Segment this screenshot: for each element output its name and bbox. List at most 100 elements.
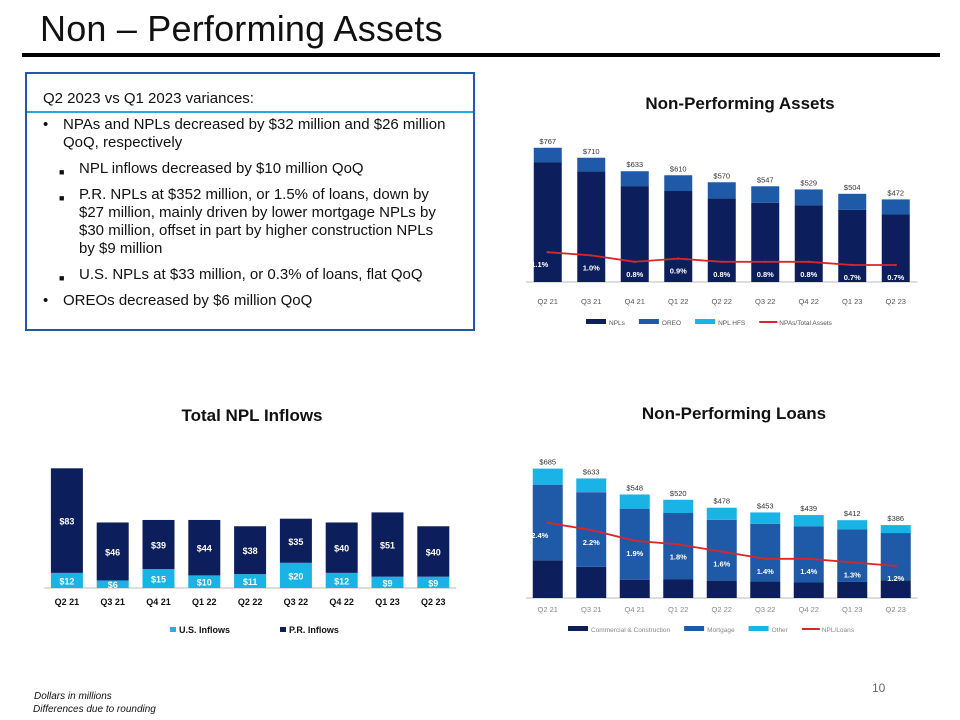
- legend-swatch: [280, 627, 287, 632]
- total-label: $570: [713, 171, 730, 180]
- bar-segment: [707, 198, 736, 282]
- total-label: $453: [757, 501, 774, 510]
- legend-label: OREO: [662, 320, 681, 327]
- total-label: $520: [670, 489, 687, 498]
- bar-segment: [50, 572, 83, 588]
- bar-segment: [325, 572, 358, 588]
- bar-segment: [279, 518, 312, 563]
- bar-segment: [751, 186, 780, 203]
- bar-segment: [576, 566, 607, 598]
- bar-segment: [279, 562, 312, 588]
- bar-label: $9: [382, 578, 392, 588]
- bar-label: $15: [151, 575, 166, 585]
- ratio-point: [720, 550, 723, 553]
- bar-segment: [663, 579, 694, 598]
- total-label: $529: [800, 178, 817, 187]
- bar-segment: [751, 202, 780, 282]
- legend-label: NPAs/Total Assets: [779, 320, 832, 327]
- ratio-label: 0.8%: [626, 270, 643, 279]
- ratio-label: 0.7%: [844, 273, 861, 282]
- bar-segment: [620, 186, 649, 282]
- total-label: $548: [626, 483, 643, 492]
- bullet-marker: •: [43, 116, 49, 133]
- bar-segment: [50, 468, 83, 573]
- bar-segment: [619, 508, 650, 580]
- total-label: $504: [844, 183, 861, 192]
- bar-segment: [880, 525, 911, 534]
- legend-swatch: [586, 319, 606, 324]
- x-tick-label: Q4 22: [799, 605, 819, 614]
- bar-label: $20: [288, 571, 303, 581]
- x-tick-label: Q4 21: [625, 297, 645, 306]
- npa-chart: $767 Q2 21 $710 Q3 21 $633 Q4 21 $610 Q1 22 $570…: [526, 137, 918, 327]
- x-tick-label: Q4 21: [625, 605, 645, 614]
- bar-label: $40: [334, 544, 349, 554]
- x-tick-label: Q2 22: [238, 597, 263, 607]
- bar-label: $12: [59, 576, 74, 586]
- legend-label: Commercial & Construction: [591, 627, 670, 634]
- ratio-label: 0.8%: [757, 270, 774, 279]
- summary-bullet: ■ U.S. NPLs at $33 million, or 0.3% of lo…: [43, 266, 423, 284]
- bar-label: $10: [197, 578, 212, 588]
- x-tick-label: Q3 22: [284, 597, 309, 607]
- legend-swatch: [684, 626, 705, 631]
- bar-label: $35: [288, 537, 303, 547]
- title-rule: [22, 53, 940, 57]
- legend-label: Other: [772, 627, 789, 634]
- summary-bullet: • NPAs and NPLs decreased by $32 million …: [43, 116, 445, 152]
- chart-title-npl: Non-Performing Loans: [641, 404, 827, 423]
- bar-segment: [532, 560, 563, 598]
- bullet-text: NPL inflows decreased by $10 million QoQ: [79, 160, 364, 177]
- summary-box: Q2 2023 vs Q1 2023 variances: • NPAs and …: [25, 72, 475, 331]
- x-tick-label: Q1 23: [842, 297, 862, 306]
- bar-segment: [619, 494, 650, 509]
- bar-segment: [837, 581, 868, 598]
- bullet-text: U.S. NPLs at $33 million, or 0.3% of loa…: [79, 266, 423, 283]
- ratio-point: [764, 260, 767, 263]
- ratio-label: 0.9%: [670, 267, 687, 276]
- legend-swatch: [748, 626, 769, 631]
- legend-swatch: [170, 627, 176, 632]
- bar-segment: [881, 199, 910, 215]
- total-label: $685: [539, 458, 556, 467]
- bar-label: $12: [334, 576, 349, 586]
- ratio-point: [677, 543, 680, 546]
- page-title: Non – Performing Assets: [40, 8, 443, 49]
- bullet-marker: •: [43, 292, 49, 309]
- chart-title-inflows: Total NPL Inflows: [181, 406, 323, 425]
- ratio-point: [894, 564, 897, 568]
- ratio-label: 1.3%: [844, 570, 861, 579]
- total-label: $547: [757, 175, 774, 184]
- ratio-point: [894, 263, 897, 267]
- footnote-rounding: Differences due to rounding: [33, 704, 156, 715]
- ratio-point: [633, 260, 636, 263]
- bar-segment: [837, 529, 868, 582]
- bar-segment: [417, 576, 450, 588]
- bar-segment: [532, 468, 563, 485]
- bar-segment: [533, 147, 562, 163]
- bar-segment: [794, 189, 823, 206]
- ratio-point: [633, 539, 636, 542]
- bar-segment: [576, 478, 607, 493]
- bar-segment: [706, 580, 737, 598]
- bar-segment: [664, 191, 693, 282]
- x-tick-label: Q2 21: [55, 597, 80, 607]
- ratio-point: [851, 561, 854, 564]
- ratio-point: [720, 260, 723, 263]
- bar-segment: [234, 526, 267, 575]
- total-label: $767: [539, 137, 556, 146]
- x-tick-label: Q3 21: [581, 297, 601, 306]
- bar-segment: [837, 520, 868, 530]
- bar-segment: [577, 171, 606, 282]
- page-number: 10: [872, 681, 886, 695]
- bar-segment: [794, 205, 823, 282]
- bar-label: $6: [108, 580, 118, 590]
- ratio-label: 2.2%: [583, 538, 600, 547]
- summary-bullet: • OREOs decreased by $6 million QoQ: [43, 292, 312, 310]
- bar-segment: [881, 214, 910, 282]
- legend-label: U.S. Inflows: [179, 625, 230, 635]
- legend-swatch: [568, 626, 588, 631]
- ratio-label: 1.1%: [531, 260, 548, 269]
- bar-label: $44: [197, 544, 212, 554]
- summary-heading: Q2 2023 vs Q1 2023 variances:: [43, 90, 254, 107]
